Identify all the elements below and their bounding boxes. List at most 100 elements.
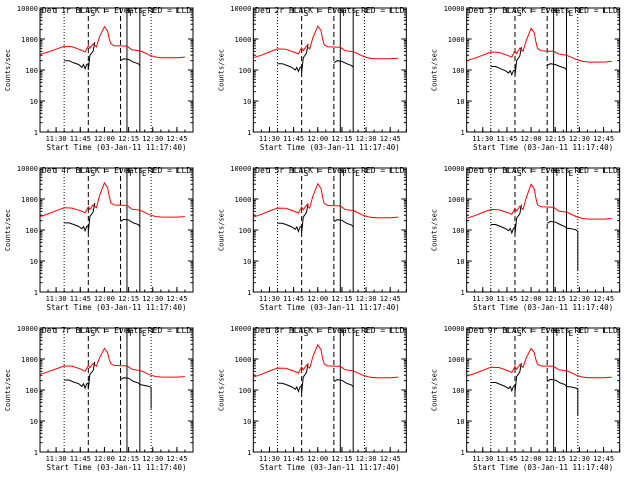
detector-panel: Det 7r BLACK = Events RED = LLD 1 10 100 100… — [4, 325, 194, 472]
lld-series-line — [39, 25, 185, 59]
y-tick-label: 1000 — [21, 196, 38, 204]
events-series-line — [64, 41, 96, 71]
y-tick-label: 1000 — [234, 36, 251, 44]
marker-label: E — [142, 9, 147, 18]
y-tick-label: 1 — [34, 289, 38, 297]
y-tick-label: 1 — [460, 129, 464, 137]
y-tick-label: 100 — [239, 67, 252, 75]
x-tick-label: 12:30 — [142, 135, 163, 143]
y-tick-label: 1 — [247, 449, 251, 457]
plot-frame — [252, 167, 407, 293]
plot-frame — [39, 7, 194, 133]
x-tick-label: 12:45 — [380, 455, 401, 463]
y-axis-label: Counts/sec — [431, 369, 439, 411]
detector-panel: Det 4r BLACK = Events RED = LLD 1 10 100 100… — [4, 165, 194, 312]
lld-series-line — [39, 347, 185, 378]
lld-series-line — [466, 27, 612, 63]
x-tick-label: 12:00 — [521, 455, 542, 463]
y-tick-label: 10 — [243, 258, 251, 266]
y-tick-label: 10000 — [444, 325, 465, 333]
x-axis-label: Start Time (03-Jan-11 11:17:40) — [473, 303, 613, 312]
y-tick-label: 1000 — [234, 196, 251, 204]
y-tick-label: 1000 — [448, 356, 465, 364]
x-tick-label: 12:00 — [521, 135, 542, 143]
events-series-line — [546, 378, 579, 416]
y-tick-label: 10 — [30, 258, 38, 266]
events-series-line — [490, 204, 522, 235]
x-tick-label: 12:00 — [307, 455, 328, 463]
y-tick-label: 10000 — [17, 325, 38, 333]
y-axis-label: Counts/sec — [217, 209, 225, 251]
x-tick-label: 11:45 — [283, 295, 304, 303]
x-tick-label: 12:15 — [118, 455, 139, 463]
marker-label: S — [304, 9, 309, 18]
x-tick-label: 12:15 — [331, 135, 352, 143]
marker-label: S — [304, 329, 309, 338]
y-tick-label: 1000 — [448, 196, 465, 204]
events-series-line — [546, 220, 579, 271]
y-tick-label: 10000 — [444, 5, 465, 13]
panel-title: Det 4r BLACK = Events RED = LLD — [42, 166, 191, 175]
x-tick-label: 12:30 — [142, 455, 163, 463]
y-tick-label: 10000 — [444, 165, 465, 173]
lld-series-line — [466, 347, 612, 379]
events-series-line — [64, 202, 96, 233]
y-tick-label: 10000 — [17, 165, 38, 173]
x-tick-label: 12:15 — [118, 295, 139, 303]
y-tick-label: 100 — [239, 387, 252, 395]
events-series-line — [490, 363, 522, 393]
x-tick-label: 11:45 — [496, 455, 517, 463]
x-tick-label: 11:30 — [259, 135, 280, 143]
x-tick-label: 12:00 — [307, 295, 328, 303]
events-series-line — [64, 361, 96, 390]
marker-label: F — [129, 169, 134, 178]
x-tick-label: 11:45 — [70, 455, 91, 463]
lld-series-line — [466, 183, 612, 220]
y-tick-label: 1 — [460, 289, 464, 297]
y-tick-label: 100 — [452, 227, 465, 235]
detector-panel: Det 1r BLACK = Events RED = LLD 1 10 100 100… — [4, 5, 194, 152]
x-axis-label: Start Time (03-Jan-11 11:17:40) — [260, 143, 400, 152]
y-axis-label: Counts/sec — [217, 49, 225, 91]
y-axis-label: Counts/sec — [4, 209, 12, 251]
lld-series-line — [253, 182, 399, 219]
lld-series-line — [253, 343, 399, 379]
marker-label: F — [342, 9, 347, 18]
y-tick-label: 1000 — [234, 356, 251, 364]
y-tick-label: 10 — [30, 418, 38, 426]
detector-panel: Det 3r BLACK = Events RED = LLD 1 10 100 100… — [431, 5, 621, 152]
y-tick-label: 10000 — [230, 165, 251, 173]
panel-title: Det 2r BLACK = Events RED = LLD — [255, 6, 404, 15]
plot-frame — [466, 327, 621, 453]
x-tick-label: 12:15 — [331, 295, 352, 303]
marker-label: F — [556, 329, 561, 338]
marker-label: F — [556, 9, 561, 18]
x-tick-label: 12:15 — [118, 135, 139, 143]
events-series-line — [490, 46, 522, 77]
marker-label: F — [342, 169, 347, 178]
y-tick-label: 10 — [243, 418, 251, 426]
panel-title: Det 9r BLACK = Events RED = LLD — [469, 326, 618, 335]
marker-label: E — [569, 9, 574, 18]
x-tick-label: 12:15 — [331, 455, 352, 463]
plot-frame — [39, 327, 194, 453]
marker-label: F — [556, 169, 561, 178]
events-series-line — [120, 377, 152, 409]
panel-title: Det 5r BLACK = Events RED = LLD — [255, 166, 404, 175]
x-tick-label: 12:00 — [94, 295, 115, 303]
marker-label: S — [517, 9, 522, 18]
panel-title: Det 8r BLACK = Events RED = LLD — [255, 326, 404, 335]
y-tick-label: 10 — [456, 98, 464, 106]
y-tick-label: 1000 — [448, 36, 465, 44]
x-axis-label: Start Time (03-Jan-11 11:17:40) — [47, 303, 187, 312]
x-tick-label: 12:45 — [593, 135, 614, 143]
marker-label: S — [517, 329, 522, 338]
y-tick-label: 10 — [456, 418, 464, 426]
x-tick-label: 12:00 — [94, 135, 115, 143]
y-tick-label: 10000 — [17, 5, 38, 13]
detector-panel: Det 5r BLACK = Events RED = LLD 1 10 100 100… — [217, 165, 407, 312]
x-tick-label: 11:45 — [283, 135, 304, 143]
x-axis-label: Start Time (03-Jan-11 11:17:40) — [47, 143, 187, 152]
y-tick-label: 100 — [25, 387, 38, 395]
